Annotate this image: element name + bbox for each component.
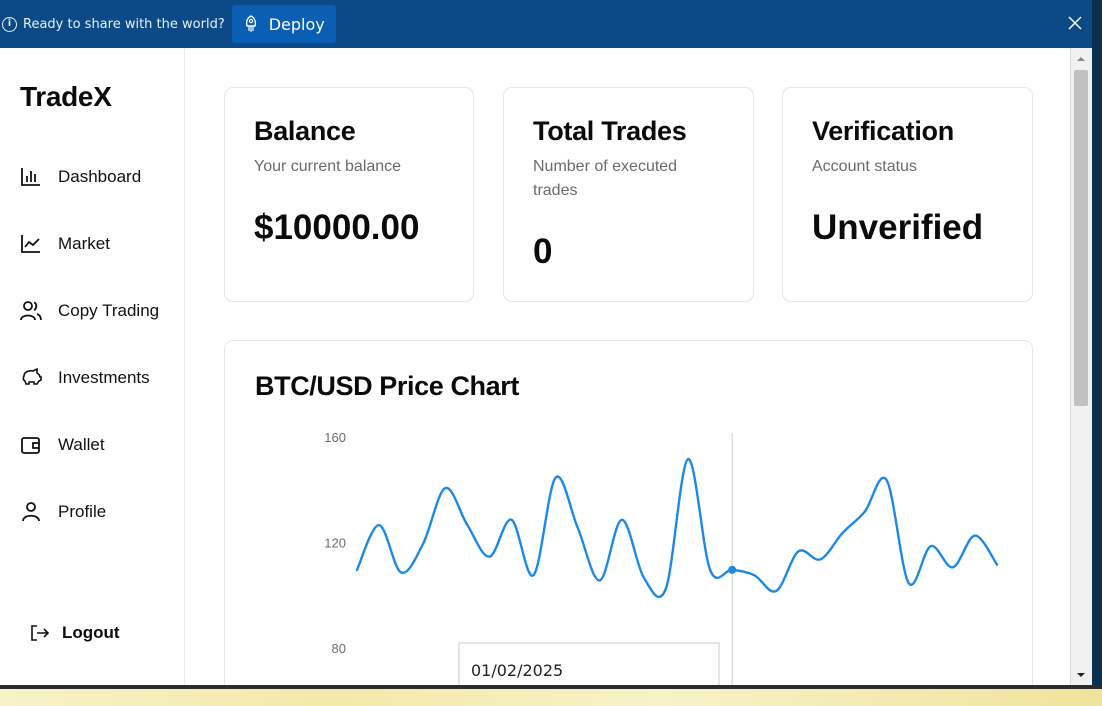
sidebar-item-label: Investments (58, 368, 150, 387)
users-icon (20, 301, 42, 321)
balance-value: $10000.00 (254, 208, 420, 247)
data-point[interactable] (442, 485, 448, 491)
user-icon (22, 502, 40, 522)
data-point[interactable] (531, 572, 537, 578)
data-point[interactable] (464, 522, 470, 528)
data-point[interactable] (420, 541, 426, 547)
logout-button[interactable]: Logout (30, 623, 120, 643)
data-point[interactable] (553, 475, 559, 481)
deploy-message: i Ready to share with the world? (2, 16, 225, 32)
sidebar-item-label: Dashboard (58, 167, 142, 186)
rocket-icon (245, 15, 256, 32)
y-tick-label: 80 (332, 641, 346, 656)
sidebar-item-wallet[interactable]: Wallet (20, 434, 105, 456)
card-title: Total Trades (533, 116, 687, 146)
data-point[interactable] (773, 588, 779, 594)
price-chart-card: BTC/USD Price Chart 160 120 80 01/02/2025 (224, 340, 1033, 685)
data-point[interactable] (685, 456, 691, 462)
sidebar-item-label: Profile (58, 502, 107, 521)
logout-icon (31, 625, 50, 641)
sidebar-item-copy-trading[interactable]: Copy Trading (20, 300, 159, 322)
deploy-button[interactable]: Deploy (231, 5, 336, 43)
close-icon[interactable] (1066, 14, 1084, 32)
wallet-icon (21, 437, 40, 454)
sidebar-item-label: Copy Trading (58, 301, 160, 320)
card-subtitle: Account status (812, 158, 917, 175)
data-point[interactable] (928, 543, 934, 549)
sidebar-item-label: Market (58, 234, 110, 253)
vertical-scrollbar[interactable] (1070, 48, 1092, 685)
info-icon: i (2, 16, 17, 32)
scroll-down-arrow-icon[interactable] (1076, 670, 1086, 680)
balance-card: Balance Your current balance $10000.00 (224, 87, 474, 302)
line-chart-icon (21, 235, 40, 253)
data-point[interactable] (862, 509, 868, 515)
sidebar-item-market[interactable]: Market (20, 233, 110, 255)
data-point[interactable] (795, 548, 801, 554)
sidebar-item-label: Wallet (58, 435, 105, 454)
tooltip-date: 01/02/2025 (471, 661, 563, 680)
data-point[interactable] (398, 570, 404, 576)
scroll-up-arrow-icon[interactable] (1076, 54, 1086, 64)
data-point[interactable] (994, 562, 1000, 568)
chart-tooltip (458, 642, 720, 685)
data-point[interactable] (354, 567, 360, 573)
card-title: Verification (812, 116, 954, 146)
window-frame-edge (1092, 0, 1102, 706)
data-point[interactable] (619, 517, 625, 523)
card-title: Balance (254, 116, 356, 146)
bar-chart-icon (21, 168, 40, 186)
data-point[interactable] (575, 525, 581, 531)
deploy-label: Deploy (268, 14, 325, 34)
logout-label: Logout (62, 623, 120, 642)
sidebar-item-profile[interactable]: Profile (20, 501, 106, 523)
deploy-banner: i Ready to share with the world? Deploy (0, 0, 1102, 48)
brand-logo: TradeX (20, 81, 112, 112)
data-point[interactable] (663, 585, 669, 591)
data-point[interactable] (641, 575, 647, 581)
price-chart[interactable]: 160 120 80 01/02/2025 (225, 341, 1034, 685)
data-point[interactable] (376, 522, 382, 528)
y-tick-label: 160 (324, 430, 346, 445)
active-point (728, 565, 737, 574)
desktop-background (0, 685, 1102, 706)
sidebar-item-investments[interactable]: Investments (20, 367, 150, 389)
card-subtitle: Your current balance (254, 158, 402, 175)
card-subtitle: Number of executed trades (533, 158, 678, 199)
sidebar: TradeX Dashboard Market Copy Trading Inv… (0, 48, 185, 685)
data-point[interactable] (508, 517, 514, 523)
data-point[interactable] (972, 533, 978, 539)
verification-status: Unverified (812, 208, 984, 247)
data-point[interactable] (950, 564, 956, 570)
data-point[interactable] (817, 556, 823, 562)
data-point[interactable] (597, 577, 603, 583)
y-tick-label: 120 (324, 536, 346, 551)
app-window: TradeX Dashboard Market Copy Trading Inv… (0, 48, 1092, 685)
total-trades-card: Total Trades Number of executed trades 0 (503, 87, 754, 302)
piggy-bank-icon (22, 367, 42, 385)
data-point[interactable] (751, 572, 757, 578)
data-point[interactable] (884, 477, 890, 483)
data-point[interactable] (906, 580, 912, 586)
data-point[interactable] (486, 554, 492, 560)
total-trades-value: 0 (533, 232, 553, 271)
chart-title: BTC/USD Price Chart (255, 371, 519, 401)
deploy-message-text: Ready to share with the world? (23, 16, 225, 32)
scroll-thumb[interactable] (1074, 70, 1088, 406)
verification-card: Verification Account status Unverified (782, 87, 1033, 302)
price-series-line (355, 457, 999, 598)
sidebar-item-dashboard[interactable]: Dashboard (20, 166, 141, 188)
data-point[interactable] (707, 567, 713, 573)
data-point[interactable] (840, 530, 846, 536)
